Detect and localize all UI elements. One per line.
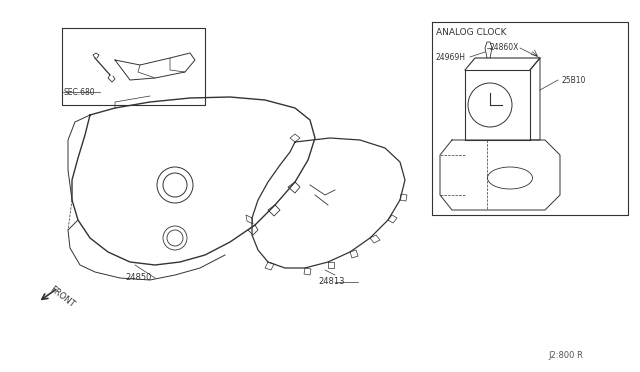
Text: 24850: 24850: [125, 273, 152, 282]
Text: 24860X: 24860X: [490, 42, 520, 51]
Text: J2:800 R: J2:800 R: [548, 350, 583, 359]
Text: 24813: 24813: [318, 278, 344, 286]
Text: SEC.680: SEC.680: [63, 87, 95, 96]
Text: 25B10: 25B10: [562, 76, 586, 84]
Text: 24969H: 24969H: [436, 52, 466, 61]
Text: FRONT: FRONT: [48, 285, 76, 310]
Text: ANALOG CLOCK: ANALOG CLOCK: [436, 28, 506, 36]
